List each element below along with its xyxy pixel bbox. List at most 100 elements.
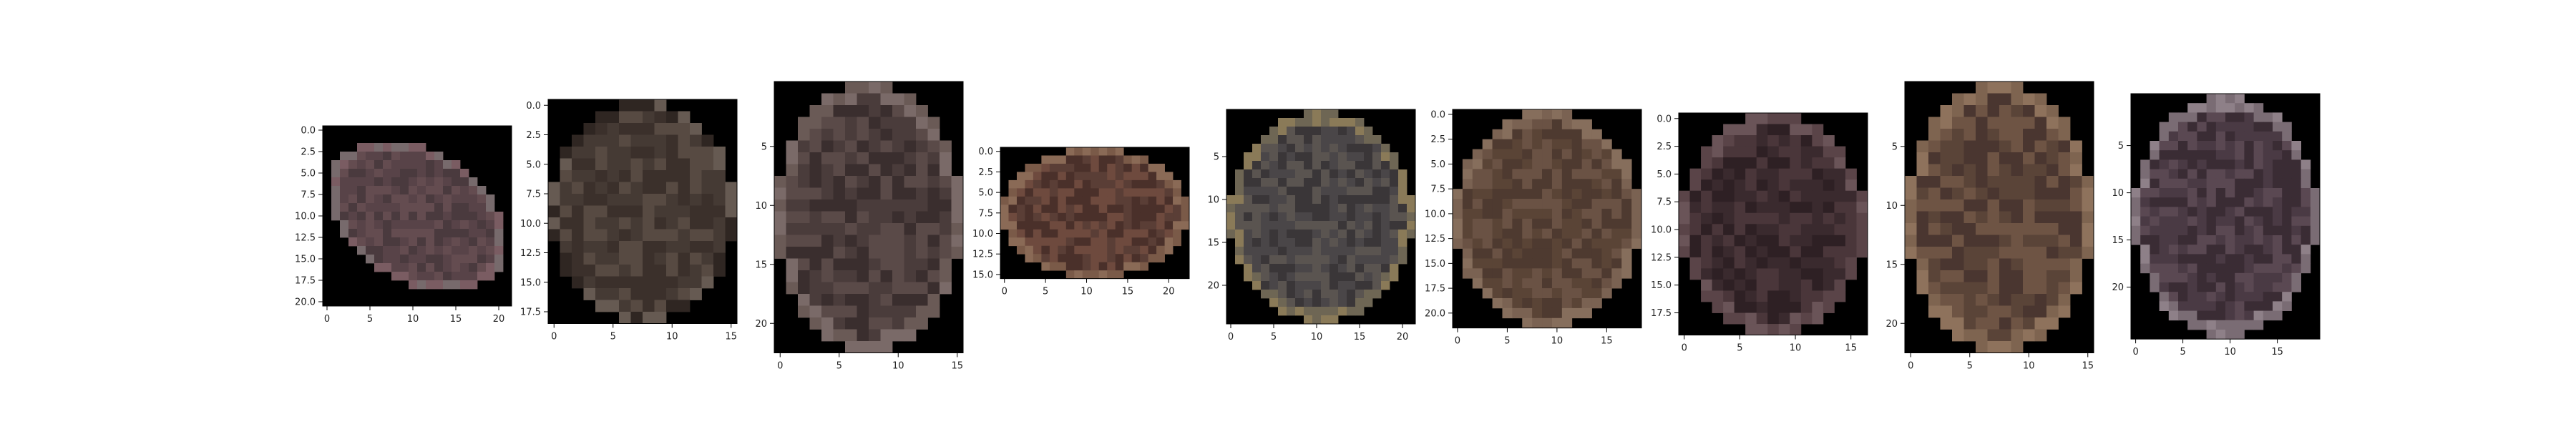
pixel-cell <box>1065 245 1075 255</box>
pixel-cell <box>2197 216 2207 227</box>
pixel-cell <box>1532 159 1543 169</box>
pixel-cell <box>1502 238 1513 249</box>
pixel-cell <box>1522 288 1533 299</box>
pixel-cell <box>1338 272 1347 282</box>
pixel-cell <box>1295 178 1304 187</box>
pixel-cell <box>1269 221 1279 230</box>
pixel-cell <box>927 164 940 177</box>
pixel-cell <box>1381 144 1390 153</box>
pixel-cell <box>690 158 702 171</box>
y-tick-label: 5 <box>1892 142 1898 152</box>
pixel-cell <box>2131 216 2141 227</box>
pixel-cell <box>1372 152 1382 162</box>
pixel-cell <box>366 220 375 230</box>
pixel-cell <box>348 237 358 247</box>
pixel-cell <box>1581 248 1592 259</box>
pixel-cell <box>1767 257 1780 269</box>
pixel-cell <box>340 194 349 204</box>
pixel-cell <box>1082 262 1091 271</box>
pixel-cell <box>1252 212 1262 222</box>
pixel-cell <box>2168 254 2179 264</box>
pixel-cell <box>1591 238 1602 249</box>
pixel-cell <box>409 272 418 281</box>
pixel-cell <box>1355 255 1365 265</box>
pixel-cell <box>2273 254 2283 264</box>
pixel-cell <box>869 105 881 117</box>
pixel-cell <box>1338 187 1347 196</box>
pixel-cell <box>1304 255 1313 265</box>
pixel-cell <box>857 305 869 318</box>
pixel-cell <box>1745 202 1757 214</box>
pixel-cell <box>880 294 893 306</box>
pixel-cell <box>1492 199 1503 209</box>
pixel-cell <box>1338 247 1347 256</box>
pixel-cell <box>1252 238 1262 247</box>
pixel-cell <box>1723 224 1735 236</box>
pixel-cell <box>2301 254 2311 264</box>
pixel-cell <box>1905 247 1917 259</box>
pixel-cell <box>1823 279 1835 291</box>
pixel-cell <box>595 182 608 194</box>
pixel-cell <box>486 220 495 230</box>
pixel-cell <box>1082 270 1091 280</box>
pixel-cell <box>857 176 869 188</box>
pixel-cell <box>2235 292 2245 302</box>
pixel-cell <box>2235 225 2245 236</box>
pixel-cell <box>1502 159 1513 169</box>
pixel-cell <box>833 258 846 271</box>
pixel-cell <box>2070 235 2082 247</box>
pixel-cell <box>786 258 799 271</box>
pixel-cell <box>892 223 904 235</box>
pixel-cell <box>560 158 572 171</box>
pixel-cell <box>494 229 504 238</box>
pixel-cell <box>1364 204 1373 213</box>
pixel-cell <box>845 105 857 117</box>
pixel-cell <box>1398 238 1407 247</box>
pixel-cell <box>1581 228 1592 240</box>
pixel-cell <box>1131 229 1141 238</box>
pixel-cell <box>1591 199 1602 209</box>
pixel-cell <box>1963 329 1976 342</box>
pixel-cell <box>1261 212 1270 222</box>
pixel-cell <box>869 82 881 94</box>
pixel-cell <box>798 152 810 164</box>
pixel-cell <box>2235 254 2245 264</box>
pixel-cell <box>1321 118 1330 127</box>
pixel-cell <box>1107 229 1116 238</box>
pixel-cell <box>1000 204 1009 214</box>
pixel-cell <box>2046 164 2059 177</box>
pixel-cell <box>607 252 620 265</box>
pixel-cell <box>1512 149 1523 159</box>
pixel-cell <box>1581 169 1592 179</box>
pixel-cell <box>904 176 917 188</box>
pixel-cell <box>409 246 418 255</box>
pixel-cell <box>1235 238 1244 247</box>
pixel-cell <box>1033 188 1042 197</box>
pixel-cell <box>2235 330 2245 340</box>
pixel-cell <box>331 186 341 195</box>
pixel-cell <box>1905 235 1917 247</box>
pixel-cell <box>2235 188 2245 198</box>
pixel-cell <box>2273 197 2283 207</box>
pixel-cell <box>654 147 667 159</box>
pixel-cell <box>1244 187 1253 196</box>
pixel-cell <box>2159 301 2170 311</box>
pixel-cell <box>2140 207 2150 217</box>
pixel-cell <box>1278 161 1287 170</box>
pixel-cell <box>1952 305 1964 318</box>
pixel-cell <box>1269 135 1279 144</box>
pixel-cell <box>1091 270 1100 280</box>
pixel-cell <box>2235 112 2245 122</box>
pixel-cell <box>443 272 452 281</box>
pixel-cell <box>1482 199 1493 209</box>
pixel-cell <box>486 246 495 255</box>
pixel-cell <box>426 280 435 290</box>
pixel-cell <box>1952 93 1964 106</box>
pixel-cell <box>2244 320 2254 330</box>
pixel-cell <box>607 194 620 206</box>
pixel-cell <box>357 177 366 187</box>
pixel-cell <box>1462 179 1473 189</box>
pixel-cell <box>1745 113 1757 124</box>
pixel-cell <box>2273 122 2283 132</box>
